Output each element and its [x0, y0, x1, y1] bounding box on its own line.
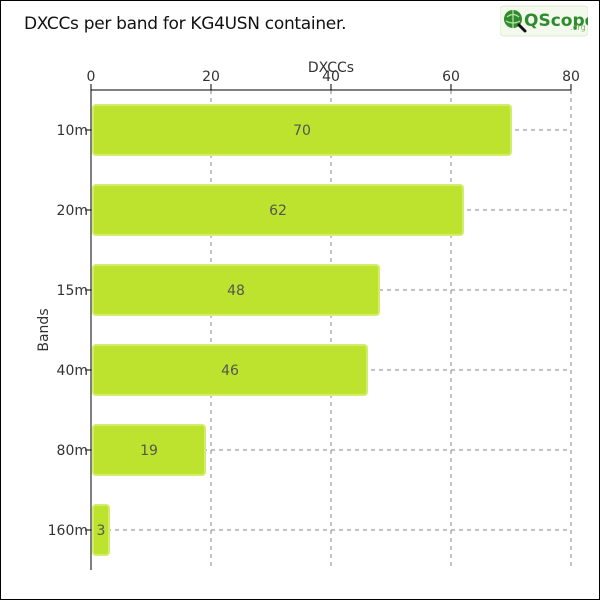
logo-suffix: .org [570, 23, 586, 32]
bar [92, 344, 368, 396]
bar-value-label: 46 [221, 363, 239, 379]
x-tick-label: 0 [87, 69, 96, 85]
chart-title: DXCCs per band for KG4USN container. [24, 14, 347, 34]
x-axis-label: DXCCs [308, 60, 354, 76]
bar-value-label: 19 [140, 443, 158, 459]
bar [92, 504, 110, 556]
bar-value-label: 70 [293, 123, 311, 139]
bar [92, 424, 206, 476]
logo-text: QScope [524, 11, 588, 31]
bar-value-label: 3 [97, 523, 106, 539]
y-axis-label: Bands [36, 308, 52, 351]
bar [92, 184, 464, 236]
y-tick-label: 80m [57, 443, 88, 459]
bar [92, 104, 512, 156]
bar-value-label: 62 [269, 203, 287, 219]
y-tick-label: 40m [57, 363, 88, 379]
bar [92, 264, 380, 316]
y-tick-label: 20m [57, 203, 88, 219]
bar-value-label: 48 [227, 283, 245, 299]
x-tick-label: 20 [202, 69, 220, 85]
x-tick-label: 40 [322, 69, 340, 85]
y-tick-label: 10m [57, 123, 88, 139]
y-tick-label: 160m [48, 523, 88, 539]
y-tick-label: 15m [57, 283, 88, 299]
qscope-logo: QScope .org [500, 4, 588, 38]
qscope-logo-graphic: QScope .org [500, 5, 588, 37]
x-tick-label: 60 [442, 69, 460, 85]
x-tick-label: 80 [562, 69, 580, 85]
